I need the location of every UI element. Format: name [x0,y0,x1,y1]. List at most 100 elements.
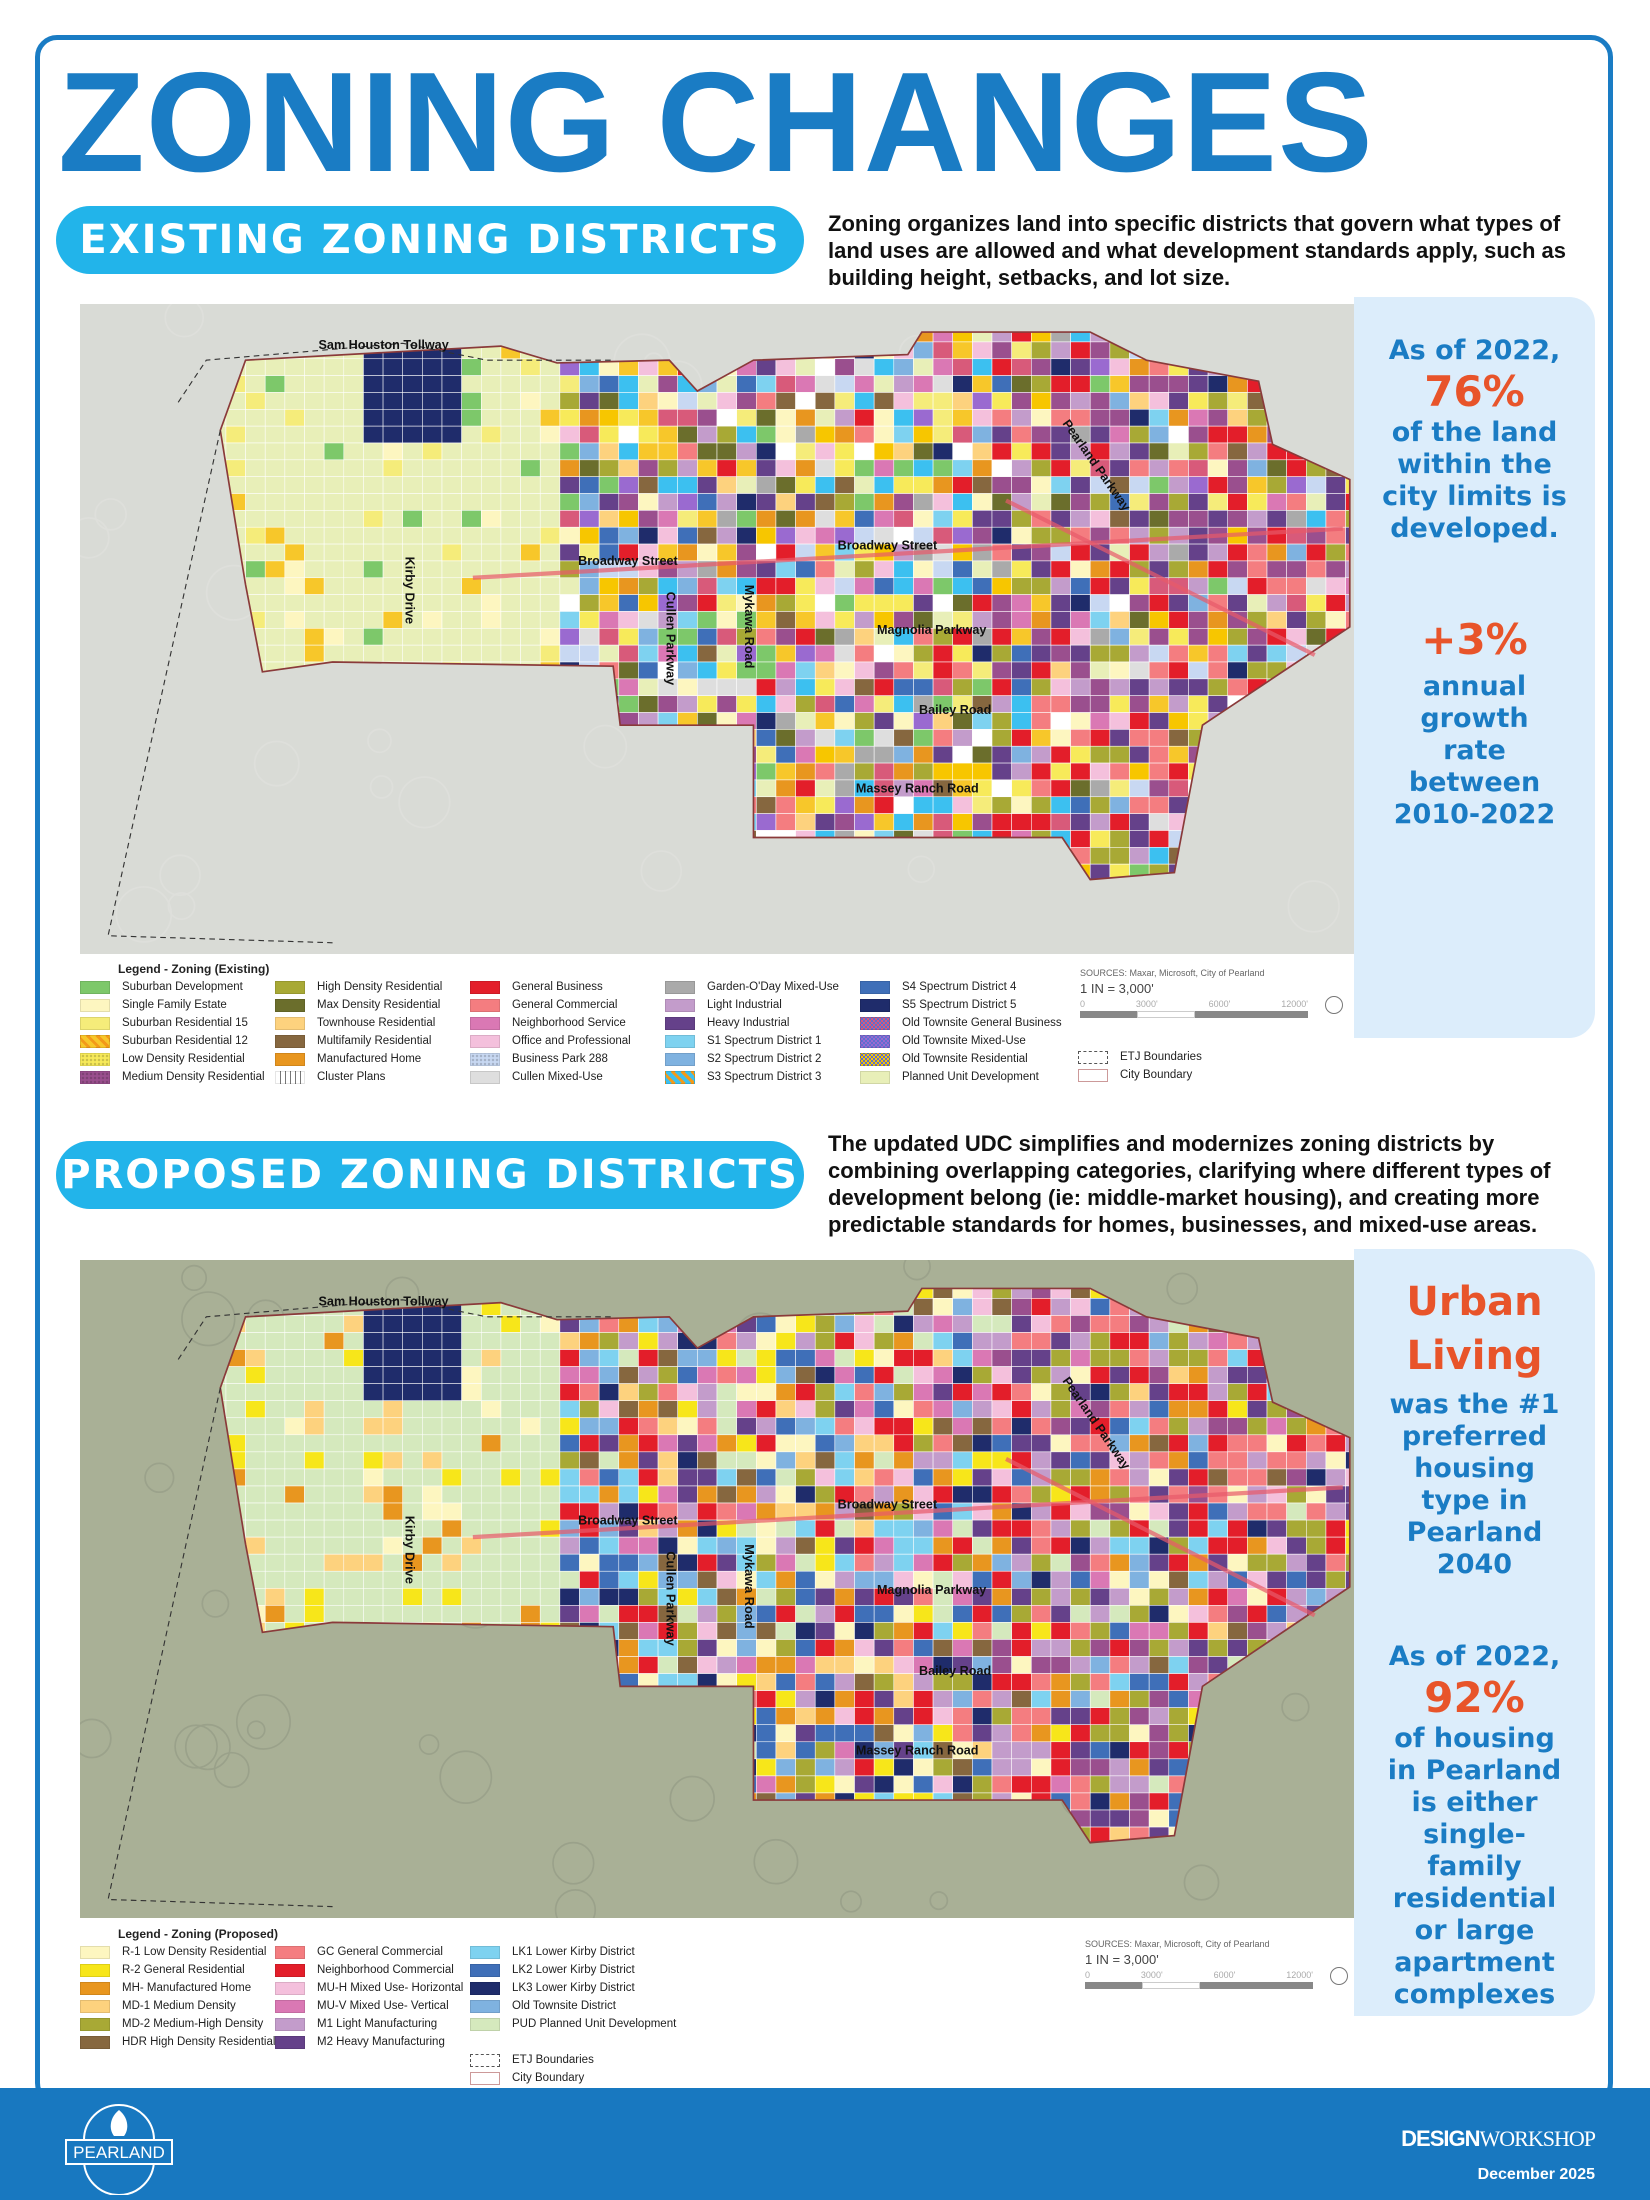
legend-label: Cluster Plans [317,1071,386,1083]
scale-bar [1085,1982,1313,1989]
legend-column: GC General Commercial Neighborhood Commer… [275,1943,463,2051]
legend-item: LK2 Lower Kirby District [470,1961,676,1979]
legend-item: Max Density Residential [275,996,442,1014]
legend-label: MD-1 Medium Density [122,2000,236,2012]
legend-item: Business Park 288 [470,1050,631,1068]
legend-label: LK3 Lower Kirby District [512,1982,635,1994]
road-label: Mykawa Road [742,1544,756,1628]
legend-column: General Business General Commercial Neighb… [470,978,631,1086]
legend-item: ETJ Boundaries [470,2051,594,2069]
proposed-zoning-heading: PROPOSED ZONING DISTRICTS [56,1141,804,1209]
stat-description: of housing in Pearland is either single-… [1387,1723,1562,2010]
road-label: Broadway Street [838,539,938,553]
legend-swatch [275,1070,305,1084]
north-arrow-icon [1325,996,1343,1014]
legend-swatch [665,1034,695,1048]
existing-description: Zoning organizes land into specific dist… [828,211,1567,290]
scale-tick: 0 [1085,1970,1091,1980]
legend-label: MH- Manufactured Home [122,1982,252,1994]
legend-item: General Commercial [470,996,631,1014]
legend-item: General Business [470,978,631,996]
legend-label: Old Townsite General Business [902,1017,1062,1029]
legend-label: Planned Unit Development [902,1071,1039,1083]
sources-text: SOURCES: Maxar, Microsoft, City of Pearl… [1085,1939,1270,1949]
legend-label: MU-V Mixed Use- Vertical [317,2000,449,2012]
road-label: Massey Ranch Road [856,1743,979,1757]
legend-label: Light Industrial [707,999,782,1011]
legend-label: M2 Heavy Manufacturing [317,2036,445,2048]
legend-item: S3 Spectrum District 3 [665,1068,839,1086]
road-label: Kirby Drive [403,1516,417,1584]
map-scale: SOURCES: Maxar, Microsoft, City of Pearl… [1085,1939,1348,1989]
city-boundary [219,1287,1351,1844]
legend-item: City Boundary [1078,1066,1202,1084]
road-label: Kirby Drive [403,557,417,624]
legend-label: Old Townsite Mixed-Use [902,1035,1026,1047]
pearland-logo: PEARLAND [65,2104,173,2195]
legend-swatch [275,1981,305,1995]
legend-swatch [80,1052,110,1066]
stat-value: Urban Living [1406,1279,1543,1379]
legend-item: M1 Light Manufacturing [275,2015,463,2033]
road-label: Cullen Parkway [664,1551,678,1645]
etj-boundary-swatch [470,2053,500,2067]
existing-stats-panel: As of 2022, 76% of the land within the c… [1354,297,1595,1038]
proposed-zoning-map: Sam Houston Tollway Broadway Street Broa… [80,1260,1354,1918]
legend-label: PUD Planned Unit Development [512,2018,677,2030]
legend-swatch [665,998,695,1012]
map-scale: SOURCES: Maxar, Microsoft, City of Pearl… [1080,968,1343,1018]
proposed-description: The updated UDC simplifies and modernize… [828,1131,1551,1237]
legend-label: ETJ Boundaries [1120,1051,1202,1063]
legend-swatch [80,2017,110,2031]
north-arrow-icon [1330,1967,1348,1985]
legend-swatch [470,998,500,1012]
legend-item: Medium Density Residential [80,1068,265,1086]
scale-tick: 0 [1080,999,1086,1009]
stat-description: of the land within the city limits is de… [1382,417,1567,544]
legend-column: Garden-O'Day Mixed-Use Light Industrial He… [665,978,839,1086]
legend-label: Medium Density Residential [122,1071,265,1083]
legend-label: R-1 Low Density Residential [122,1946,267,1958]
legend-item: Heavy Industrial [665,1014,839,1032]
legend-item: S1 Spectrum District 1 [665,1032,839,1050]
road-label: Bailey Road [919,1664,991,1678]
legend-label: R-2 General Residential [122,1964,245,1976]
legend-item: City Boundary [470,2069,594,2087]
existing-zoning-map: Sam Houston Tollway Broadway Street Broa… [80,304,1354,954]
legend-swatch [860,998,890,1012]
road-label: Magnolia Parkway [877,623,986,637]
legend-swatch [665,980,695,994]
stat-label: As of 2022, [1388,1641,1561,1672]
boundary-legend: ETJ Boundaries City Boundary [1078,1048,1202,1084]
date: December 2025 [1477,2166,1595,2183]
legend-item: Old Townsite General Business [860,1014,1062,1032]
etj-boundary [177,1299,614,1360]
stat-value: 76% [1424,367,1525,416]
legend-swatch [860,1070,890,1084]
legend-item: R-2 General Residential [80,1961,275,1979]
legend-swatch [275,980,305,994]
legend-label: General Business [512,981,603,993]
legend-swatch [80,980,110,994]
legend-item: R-1 Low Density Residential [80,1943,275,1961]
legend-label: Multifamily Residential [317,1035,432,1047]
legend-swatch [80,1945,110,1959]
scale-tick: 6000' [1208,999,1231,1009]
legend-swatch [80,1034,110,1048]
legend-label: City Boundary [512,2072,585,2084]
legend-label: Cullen Mixed-Use [512,1071,603,1083]
legend-swatch [275,1945,305,1959]
road-label: Bailey Road [919,703,991,717]
proposed-legend: Legend - Zoning (Proposed) R-1 Low Densit… [80,1927,1354,2085]
scale-tick: 3000' [1140,1970,1163,1980]
legend-swatch [860,1052,890,1066]
scale-tick: 12000' [1286,1970,1313,1980]
scale-tick: 12000' [1281,999,1308,1009]
legend-item: Light Industrial [665,996,839,1014]
legend-swatch [80,1963,110,1977]
legend-column: Suburban Development Single Family Estate… [80,978,265,1086]
legend-swatch [275,1034,305,1048]
proposed-stats-panel: Urban Living was the #1 preferred housin… [1354,1249,1595,2016]
legend-item: S5 Spectrum District 5 [860,996,1062,1014]
legend-label: LK1 Lower Kirby District [512,1946,635,1958]
